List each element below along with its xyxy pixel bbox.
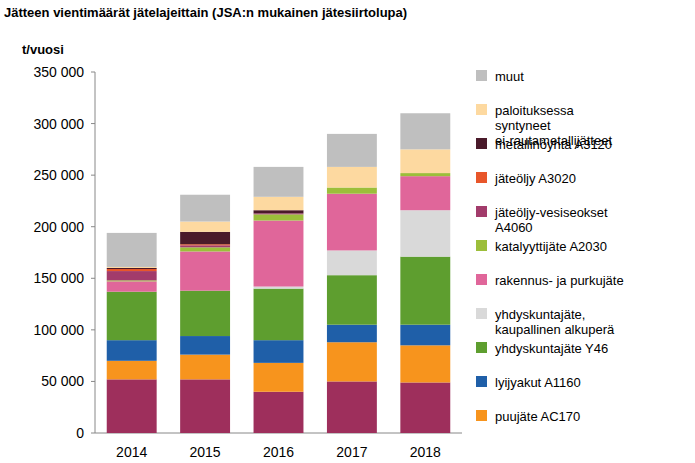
- bar-segment: [254, 210, 304, 213]
- y-tick: [91, 329, 95, 330]
- legend-label: puujäte AC170: [495, 409, 580, 424]
- bar-segment: [327, 188, 377, 194]
- legend-swatch: [476, 240, 487, 251]
- y-tick-label: 200 000: [33, 219, 84, 235]
- legend-swatch: [476, 138, 487, 149]
- legend-label: yhdyskuntajäte Y46: [495, 341, 608, 356]
- bar-segment: [327, 167, 377, 188]
- bar-segment: [327, 325, 377, 343]
- bar-segment: [107, 233, 157, 267]
- y-tick-label: 350 000: [33, 64, 84, 80]
- bar-segment: [254, 214, 304, 220]
- bar-segment: [107, 340, 157, 361]
- legend-label: rakennus- ja purkujäte: [495, 273, 624, 288]
- legend-label: jäteöljy-vesiseoksetA4060: [494, 205, 608, 235]
- bar-segment: [400, 173, 450, 176]
- bar-segment: [254, 167, 304, 197]
- y-tick: [91, 72, 95, 73]
- bar-segment: [180, 291, 230, 336]
- bar-segment: [107, 269, 157, 271]
- bar-segment: [107, 271, 157, 280]
- bar-segment: [180, 379, 230, 433]
- bar-segment: [327, 381, 377, 433]
- y-tick: [91, 175, 95, 176]
- title: Jätteen vientimäärät jätelajeittain (JSA…: [4, 5, 407, 20]
- bar-segment: [107, 268, 157, 269]
- x-tick-label: 2015: [190, 444, 221, 460]
- legend-swatch: [476, 172, 487, 183]
- legend-swatch: [476, 410, 487, 421]
- legend-label: muut: [495, 69, 524, 84]
- x-tick-label: 2017: [336, 444, 367, 460]
- bar-segment: [254, 197, 304, 210]
- bar-segment: [254, 392, 304, 433]
- legend-swatch: [476, 206, 487, 217]
- legend-label: metallinöyhtä A3120: [495, 137, 612, 152]
- x-tick-label: 2018: [410, 444, 441, 460]
- y-tick-label: 150 000: [33, 270, 84, 286]
- bar-segment: [180, 355, 230, 380]
- legend-label: jäteöljy A3020: [494, 171, 576, 186]
- bar-segment: [107, 280, 157, 281]
- x-tick-label: 2016: [263, 444, 294, 460]
- y-tick: [91, 278, 95, 279]
- legend-swatch: [476, 376, 487, 387]
- bar-segment: [400, 210, 450, 256]
- legend-swatch: [476, 70, 487, 81]
- y-tick: [91, 226, 95, 227]
- legend-swatch: [476, 308, 487, 319]
- bar-segment: [254, 289, 304, 341]
- legend-swatch: [476, 104, 487, 115]
- bar-segment: [327, 194, 377, 251]
- bar-segment: [327, 342, 377, 381]
- bar-segment: [400, 382, 450, 433]
- bar-segment: [254, 213, 304, 214]
- bar-segment: [327, 275, 377, 325]
- bar-segment: [400, 325, 450, 346]
- bar-segment: [180, 244, 230, 245]
- legend-label: lyijyakut A1160: [495, 375, 581, 390]
- bar-segment: [180, 247, 230, 251]
- bar-segment: [400, 176, 450, 210]
- bar-segment: [180, 222, 230, 232]
- y-axis: [95, 72, 96, 433]
- bar-segment: [327, 250, 377, 275]
- y-tick-label: 250 000: [33, 167, 84, 183]
- bar-segment: [400, 345, 450, 382]
- bar-segment: [180, 245, 230, 247]
- bar-segment: [400, 113, 450, 149]
- x-tick-label: 2014: [116, 444, 147, 460]
- y-tick: [91, 123, 95, 124]
- bar-segment: [400, 257, 450, 325]
- legend-label: yhdyskuntajäte,kaupallinen alkuperä: [495, 307, 615, 337]
- legend-swatch: [476, 342, 487, 353]
- legend-label: katalyyttijäte A2030: [495, 239, 607, 254]
- bar-segment: [107, 361, 157, 380]
- y-axis-label: t/vuosi: [22, 42, 64, 57]
- bar-segment: [180, 251, 230, 290]
- y-tick-label: 100 000: [33, 322, 84, 338]
- bar-segment: [180, 195, 230, 222]
- bar-segment: [180, 232, 230, 244]
- bar-segment: [327, 134, 377, 167]
- y-tick-label: 0: [76, 425, 84, 441]
- bar-segment: [254, 221, 304, 287]
- y-tick: [91, 433, 95, 434]
- y-tick: [91, 381, 95, 382]
- bar-segment: [254, 363, 304, 392]
- bar-segment: [180, 336, 230, 355]
- bar-segment: [107, 267, 157, 268]
- bar-segment: [107, 292, 157, 340]
- bars: [107, 113, 451, 433]
- bar-segment: [107, 379, 157, 433]
- y-tick-label: 50 000: [41, 373, 84, 389]
- chart: Jätteen vientimäärät jätelajeittain (JSA…: [0, 0, 695, 463]
- y-tick-label: 300 000: [33, 116, 84, 132]
- legend-swatch: [476, 274, 487, 285]
- bar-segment: [254, 287, 304, 289]
- bar-segment: [400, 149, 450, 173]
- bar-segment: [254, 340, 304, 363]
- bar-segment: [107, 281, 157, 291]
